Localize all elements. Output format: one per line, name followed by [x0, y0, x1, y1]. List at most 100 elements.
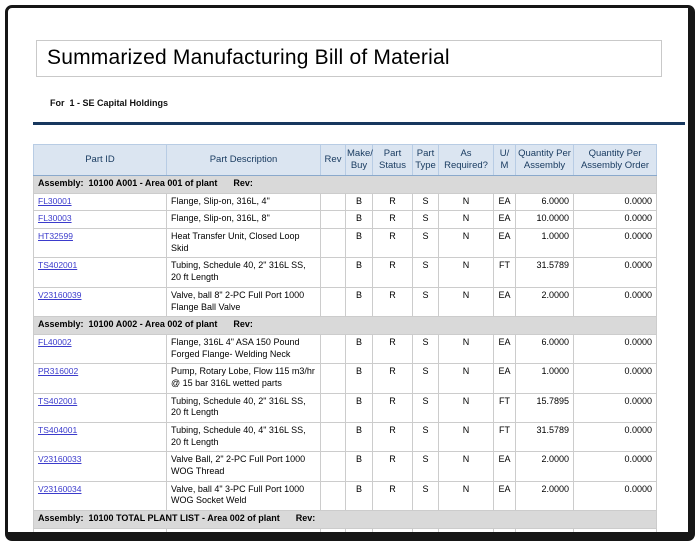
part-row: FL40002 Flange, 316L 4" ASA 150 Pound For…	[33, 333, 657, 365]
cell-rev	[320, 527, 346, 532]
cell-qty-per-assembly: 6.0000	[515, 527, 574, 532]
cell-make-buy: B	[345, 451, 373, 482]
cell-description: Valve, ball 8" 2-PC Full Port 1000 Flang…	[166, 286, 321, 318]
cell-qty-per-assembly-order: 0.0000	[573, 286, 657, 318]
cell-part-id: FL30001	[33, 192, 167, 212]
cell-um: FT	[493, 257, 516, 288]
part-row: TS404001 Tubing, Schedule 40, 4" 316L SS,…	[33, 421, 657, 453]
cell-part-status: R	[372, 228, 413, 259]
cell-part-id: TS402001	[33, 392, 167, 424]
cell-qty-per-assembly-order: 0.0000	[573, 451, 657, 482]
cell-rev	[320, 210, 346, 230]
column-header-make-buy: Make/ Buy	[345, 144, 373, 176]
cell-um: EA	[493, 363, 516, 394]
cell-part-status: R	[372, 480, 413, 512]
part-id-link[interactable]: V23160034	[38, 483, 82, 494]
part-row: PR316002 Pump, Rotary Lobe, Flow 115 m3/h…	[33, 363, 657, 394]
cell-qty-per-assembly: 2.0000	[515, 286, 574, 318]
part-id-link[interactable]: FL30001	[38, 530, 72, 541]
part-row: FL30001 Flange, Slip-on, 316L, 4" B R S N EA 6.…	[33, 192, 657, 212]
page-title: Summarized Manufacturing Bill of Materia…	[47, 46, 450, 69]
window-frame: Summarized Manufacturing Bill of Materia…	[5, 5, 695, 541]
cell-qty-per-assembly-order: 0.0000	[573, 527, 657, 532]
cell-as-required: N	[438, 257, 494, 288]
part-id-link[interactable]: FL30001	[38, 195, 72, 206]
cell-qty-per-assembly: 31.5789	[515, 257, 574, 288]
cell-as-required: N	[438, 527, 494, 532]
cell-part-id: V23160034	[33, 480, 167, 512]
cell-um: FT	[493, 392, 516, 424]
cell-make-buy: B	[345, 333, 373, 365]
cell-part-id: FL30001	[33, 527, 167, 541]
cell-part-id: TS404001	[33, 421, 167, 453]
part-id-link[interactable]: FL30003	[38, 213, 72, 224]
cell-description: Tubing, Schedule 40, 4" 316L SS, 20 ft L…	[166, 421, 321, 453]
cell-description: Flange, Slip-on, 316L, 8"	[166, 210, 321, 230]
cell-as-required: N	[438, 480, 494, 512]
cell-um: EA	[493, 286, 516, 318]
column-header-part-type: Part Type	[412, 144, 439, 176]
cell-um: EA	[493, 527, 516, 532]
cell-as-required: N	[438, 286, 494, 318]
cell-part-type: S	[412, 210, 439, 230]
cell-part-status: R	[372, 257, 413, 288]
cell-as-required: N	[438, 392, 494, 424]
cell-part-type: S	[412, 228, 439, 259]
part-row: TS402001 Tubing, Schedule 40, 2" 316L SS,…	[33, 392, 657, 424]
part-id-link[interactable]: TS404001	[38, 425, 78, 435]
cell-qty-per-assembly: 1.0000	[515, 363, 574, 394]
cell-part-id: FL30003	[33, 210, 167, 230]
part-id-link[interactable]: FL40002	[38, 336, 72, 347]
cell-qty-per-assembly-order: 0.0000	[573, 333, 657, 365]
bom-table-body: Assembly: 10100 A001 - Area 001 of plant…	[33, 175, 657, 541]
part-id-link[interactable]: TS402001	[38, 395, 78, 406]
subtitle-text: For 1 - SE Capital Holdings	[50, 98, 169, 108]
cell-qty-per-assembly: 6.0000	[515, 333, 574, 365]
assembly-group-row: Assembly: 10100 A002 - Area 002 of plant…	[33, 316, 657, 335]
cell-part-status: R	[372, 363, 413, 394]
cell-description: Flange, Slip-on, 316L, 4"	[166, 527, 321, 532]
header-row: Part ID Part Description Rev Make/ Buy Part …	[33, 144, 657, 176]
cell-rev	[320, 480, 346, 512]
part-id-link[interactable]: HT32599	[38, 231, 73, 242]
cell-part-status: R	[372, 210, 413, 230]
part-row: V23160033 Valve Ball, 2" 2-PC Full Port 1…	[33, 451, 657, 482]
cell-qty-per-assembly: 1.0000	[515, 228, 574, 259]
report-subtitle: For 1 - SE Capital Holdings	[33, 88, 685, 125]
cell-make-buy: B	[345, 210, 373, 230]
assembly-group-label: Assembly: 10100 A001 - Area 001 of plant…	[33, 175, 657, 194]
cell-part-status: R	[372, 192, 413, 212]
part-id-link[interactable]: TS402001	[38, 260, 78, 271]
part-id-link[interactable]: PR316002	[38, 366, 79, 377]
assembly-label: Assembly: 10100 TOTAL PLANT LIST - Area …	[38, 513, 280, 524]
cell-part-status: R	[372, 421, 413, 453]
part-id-link[interactable]: V23160039	[38, 289, 82, 300]
part-row: V23160039 Valve, ball 8" 2-PC Full Port 1…	[33, 286, 657, 318]
cell-make-buy: B	[345, 228, 373, 259]
bom-table-header: Part ID Part Description Rev Make/ Buy Part …	[33, 144, 657, 176]
cell-description: Heat Transfer Unit, Closed Loop Skid	[166, 228, 321, 259]
cell-part-status: R	[372, 286, 413, 318]
report-page: Summarized Manufacturing Bill of Materia…	[8, 40, 688, 541]
cell-description: Tubing, Schedule 40, 2" 316L SS, 20 ft L…	[166, 257, 321, 288]
cell-part-id: V23160039	[33, 286, 167, 318]
report-title-box: Summarized Manufacturing Bill of Materia…	[36, 40, 662, 77]
cell-rev	[320, 451, 346, 482]
part-id-link[interactable]: V23160033	[38, 454, 82, 465]
cell-part-type: S	[412, 192, 439, 212]
part-row: TS402001 Tubing, Schedule 40, 2" 316L SS,…	[33, 257, 657, 288]
assembly-group-label: Assembly: 10100 TOTAL PLANT LIST - Area …	[33, 510, 657, 529]
cell-description: Flange, Slip-on, 316L, 4"	[166, 192, 321, 212]
cell-part-id: FL40002	[33, 333, 167, 365]
cell-description: Tubing, Schedule 40, 2" 316L SS, 20 ft L…	[166, 392, 321, 424]
cell-part-id: V23160033	[33, 451, 167, 482]
cell-as-required: N	[438, 192, 494, 212]
cell-part-type: S	[412, 451, 439, 482]
cell-qty-per-assembly: 2.0000	[515, 480, 574, 512]
column-header-as-required: As Required?	[438, 144, 494, 176]
cell-qty-per-assembly: 6.0000	[515, 192, 574, 212]
column-header-qty-per-assembly-order: Quantity Per Assembly Order	[573, 144, 657, 176]
cell-rev	[320, 192, 346, 212]
cell-as-required: N	[438, 451, 494, 482]
cell-um: FT	[493, 421, 516, 453]
